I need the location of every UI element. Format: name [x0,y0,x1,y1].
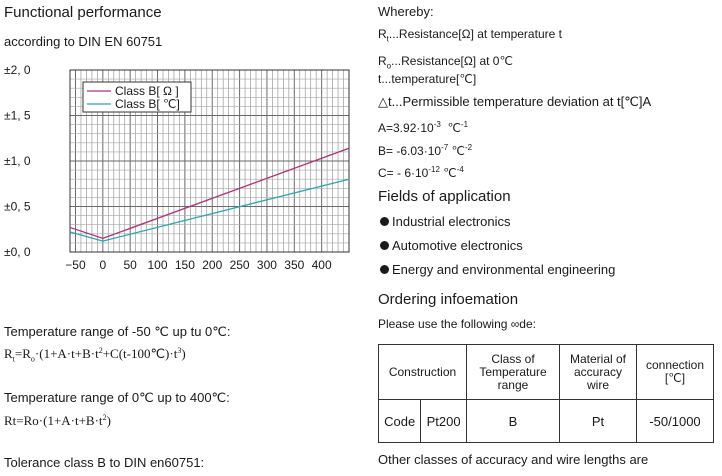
legend-label: Class B[ Ω ] [115,84,179,98]
cell-material: Pt [559,399,637,443]
ordering-table: Construction Class of Temperature range … [377,344,714,443]
y-tick-label: ±0, 0 [4,245,31,259]
x-tick-label: 100 [148,258,168,272]
x-tick-label: 0 [99,258,106,272]
ordering-subtitle: Please use the following ∞de: [378,317,536,331]
legend-box [82,81,192,113]
range-neg-title: Temperature range of -50 ℃ up tu 0℃: [4,324,231,339]
ordering-title: Ordering infoemation [378,291,519,308]
bullet-icon [380,265,389,274]
tolerance-chart: ±0, 0 ±0, 5 ±1, 0 ±1, 5 ±2, 0 −50 0 50 100 150 200… [4,63,350,272]
header-class: Class of Temperature range [466,344,560,400]
series-line [69,178,350,242]
ro-definition: Ro...Resistance[Ω] at 0℃ [378,54,513,71]
fields-title: Fields of application [378,188,511,205]
series-line [69,147,350,240]
x-tick-label: 50 [123,258,137,272]
section-title: Functional performance [4,4,162,21]
formula-neg: Rt=Ro·(1+A·t+B·t2+C(t-100℃)·t3) [4,346,186,364]
footer-note: Other classes of accuracy and wire lengt… [378,452,649,467]
header-connection: connection [℃] [636,344,714,400]
cell-pt200: Pt200 [420,399,467,443]
x-tick-label: 150 [175,258,195,272]
rt-definition: Rt...Resistance[Ω] at temperature t [378,27,562,44]
bullet-icon [380,241,389,250]
x-tick-label: 300 [257,258,277,272]
header-material: Material of accuracy wire [559,344,637,400]
y-tick-label: ±2, 0 [4,63,31,77]
field-item: Energy and environmental engineering [380,262,615,277]
x-tick-label: 400 [312,258,332,272]
field-item: Industrial electronics [380,214,511,229]
legend-label: Class B[ ℃] [115,97,180,111]
standard-subtitle: according to DIN EN 60751 [4,34,163,49]
x-tick-label: 200 [202,258,222,272]
x-tick-label: 250 [230,258,250,272]
cell-code: Code [377,399,422,443]
dt-definition: △t...Permissible temperature deviation a… [378,94,652,109]
constant-a: A=3.92·10-3 ℃-1 [378,120,469,136]
table-header-row: Construction Class of Temperature range … [378,344,714,400]
range-pos-title: Temperature range of 0℃ up to 400℃: [4,390,230,405]
y-tick-label: ±1, 0 [4,154,31,168]
header-construction: Construction [378,344,467,400]
cell-class: B [466,399,560,443]
x-tick-label: −50 [65,258,86,272]
plot-frame [69,69,350,253]
tolerance-note: Tolerance class B to DIN en60751: [4,455,205,470]
constant-b: B= -6.03·10-7 ℃-2 [378,143,473,159]
whereby-label: Whereby: [378,4,434,19]
y-tick-label: ±0, 5 [4,200,31,214]
cell-connection: -50/1000 [636,399,714,443]
y-tick-label: ±1, 5 [4,109,31,123]
t-definition: t...temperature[℃] [378,72,477,86]
formula-pos: Rt=Ro·(1+A·t+B·t2) [4,413,111,428]
field-item: Automotive electronics [380,238,523,253]
constant-c: C= - 6·10-12 ℃-4 [378,165,464,181]
table-row: Code Pt200 B Pt -50/1000 [377,399,714,443]
x-tick-label: 350 [284,258,304,272]
bullet-icon [380,217,389,226]
